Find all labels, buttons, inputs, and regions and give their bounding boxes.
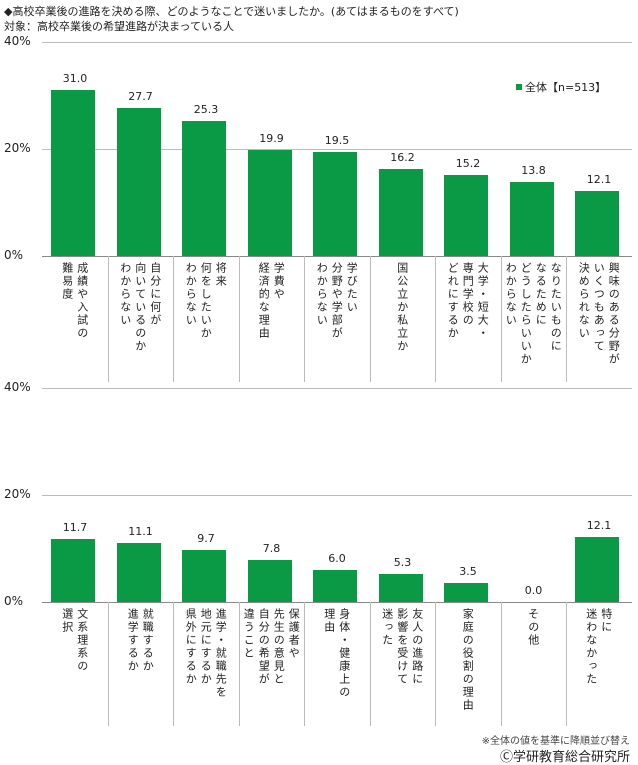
- category-divider: [500, 602, 502, 726]
- value-label: 19.9: [259, 131, 284, 145]
- category-label: 友人の進路に 影響を受けて 迷った: [380, 608, 424, 686]
- category-label: 文系理系の 選択: [60, 608, 89, 673]
- category-label: 興味のある分野が いくつもあって 決められない: [577, 262, 621, 366]
- category-divider: [173, 602, 174, 726]
- value-label: 6.0: [328, 551, 346, 565]
- value-label: 0.0: [524, 584, 543, 597]
- bar: [182, 120, 226, 256]
- value-label: 5.3: [393, 555, 412, 569]
- legend-swatch: [516, 84, 522, 90]
- gridline: [42, 388, 632, 389]
- bar: [575, 537, 619, 602]
- gridline: [42, 42, 632, 43]
- y-tick-label: 20%: [4, 487, 31, 501]
- bar: [378, 169, 423, 256]
- category-label: 保護者や 先生の意見と 自分の希望が 違うこと: [242, 608, 301, 686]
- value-label: 9.7: [197, 532, 215, 546]
- category-label: 自分に何が 向いているのか わからない: [118, 262, 162, 353]
- target-text: 対象：高校卒業後の希望進路が決まっている人: [4, 20, 235, 33]
- bar: [247, 560, 292, 602]
- value-label: 11.1: [128, 524, 153, 538]
- bar: [116, 107, 161, 256]
- bar: [51, 539, 95, 602]
- bar: [51, 90, 95, 256]
- copyright: Ⓒ学研教育総合研究所: [499, 750, 630, 765]
- category-label: 身体・健康上の 理由: [322, 608, 351, 699]
- category-divider: [304, 256, 305, 382]
- category-label: 学費や 経済的な理由: [257, 262, 286, 340]
- legend: 全体【n=513】: [516, 79, 606, 95]
- bar: [444, 174, 488, 256]
- bar: [313, 151, 357, 256]
- category-divider: [435, 602, 436, 726]
- value-label: 16.2: [390, 151, 415, 165]
- category-divider: [435, 256, 436, 382]
- category-divider: [238, 256, 240, 382]
- y-tick-label: 40%: [4, 34, 31, 48]
- sort-note: ※全体の値を基準に降順並び替え: [481, 736, 630, 747]
- value-label: 25.3: [193, 102, 219, 116]
- category-label: なりたいものに なるために どうしたらいいか わからない: [504, 262, 563, 366]
- category-divider: [173, 256, 174, 382]
- category-divider: [238, 602, 240, 726]
- value-label: 13.8: [521, 164, 546, 178]
- bar: [247, 149, 292, 256]
- value-label: 19.5: [324, 133, 350, 147]
- category-label: 家庭の役割の理由: [461, 608, 475, 712]
- category-label: 将来 何をしたいか わからない: [184, 262, 228, 340]
- value-label: 31.0: [62, 72, 88, 86]
- category-label: その他: [526, 608, 540, 647]
- y-tick-label: 40%: [4, 380, 31, 394]
- question-text: ◆高校卒業後の進路を決める際、どのようなことで迷いましたか。(あてはまるものをす…: [4, 5, 459, 18]
- y-tick-label: 0%: [4, 594, 24, 608]
- value-label: 27.7: [128, 89, 153, 103]
- gridline: [42, 149, 632, 150]
- category-divider: [566, 256, 567, 382]
- category-label: 大学・短大・ 専門学校の どれにするか: [446, 262, 490, 340]
- category-divider: [107, 256, 109, 382]
- x-axis: [42, 256, 632, 257]
- value-label: 3.5: [459, 565, 477, 579]
- category-label: 成績や入試の 難易度: [60, 262, 89, 340]
- category-divider: [566, 602, 567, 726]
- bar: [444, 583, 488, 602]
- category-label: 就職するか 進学するか: [126, 608, 155, 673]
- category-label: 学びたい 分野や学部が わからない: [315, 262, 359, 340]
- value-label: 15.2: [455, 156, 481, 170]
- value-label: 7.8: [262, 542, 281, 556]
- category-divider: [107, 602, 109, 726]
- gridline: [42, 495, 632, 496]
- category-label: 特に 迷わなかった: [584, 608, 613, 686]
- category-divider: [304, 602, 305, 726]
- bar: [182, 550, 226, 602]
- value-label: 12.1: [586, 519, 612, 533]
- y-tick-label: 0%: [4, 248, 24, 262]
- category-divider: [369, 602, 371, 726]
- category-label: 国公立か私立か: [395, 262, 409, 353]
- bar: [509, 182, 554, 256]
- category-label: 進学・就職先を 地元にするか 県外にするか: [184, 608, 228, 699]
- x-axis: [42, 602, 632, 603]
- bar: [378, 573, 423, 602]
- category-divider: [369, 256, 371, 382]
- category-divider: [500, 256, 502, 382]
- bar: [116, 542, 161, 602]
- value-label: 12.1: [586, 173, 612, 187]
- bar: [575, 191, 619, 256]
- y-tick-label: 20%: [4, 141, 31, 155]
- legend-label: 全体【n=513】: [525, 81, 607, 94]
- bar: [313, 569, 357, 602]
- value-label: 11.7: [62, 521, 88, 535]
